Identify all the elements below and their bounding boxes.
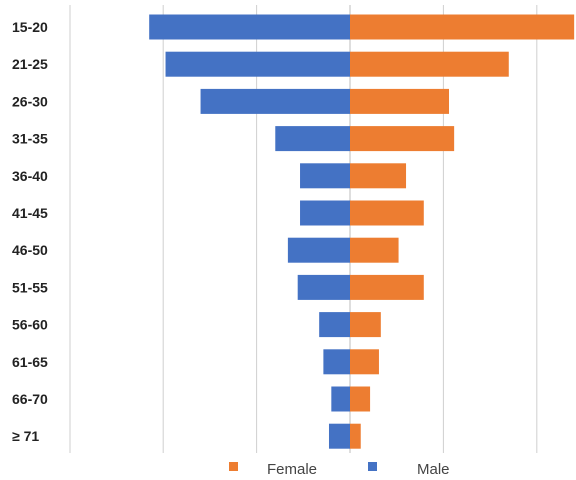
bar-female <box>350 200 424 226</box>
bar-male <box>323 349 350 375</box>
legend-swatch-female <box>229 462 238 471</box>
category-label: 21-25 <box>12 56 48 72</box>
category-label: 66-70 <box>12 391 48 407</box>
bar-female <box>350 88 450 114</box>
legend: Female Male <box>229 461 450 478</box>
bar-male <box>300 163 350 189</box>
bar-male <box>200 88 350 114</box>
bar-female <box>350 237 399 263</box>
bar-male <box>328 423 350 449</box>
category-label: 51-55 <box>12 279 48 295</box>
bar-female <box>350 163 407 189</box>
bar-female <box>350 423 361 449</box>
bars <box>149 14 575 449</box>
bar-male <box>300 200 350 226</box>
bar-male <box>297 274 350 300</box>
category-label: 56-60 <box>12 317 48 333</box>
category-labels: 15-20 21-25 26-30 31-35 36-40 41-45 46-50 51-55… <box>12 19 48 444</box>
bar-male <box>165 51 350 77</box>
legend-label-female: Female <box>267 461 317 478</box>
bar-female <box>350 14 575 40</box>
category-label: 46-50 <box>12 242 48 258</box>
bar-female <box>350 274 424 300</box>
bar-male <box>287 237 350 263</box>
bar-female <box>350 126 455 152</box>
gridlines <box>69 5 538 453</box>
legend-swatch-male <box>368 462 377 471</box>
bar-male <box>275 126 350 152</box>
legend-label-male: Male <box>417 461 450 478</box>
category-label: 15-20 <box>12 19 48 35</box>
category-label: 26-30 <box>12 93 48 109</box>
category-label: ≥ 71 <box>12 428 39 444</box>
bar-female <box>350 386 371 412</box>
category-label: 61-65 <box>12 354 48 370</box>
bar-female <box>350 51 509 77</box>
category-label: 41-45 <box>12 205 48 221</box>
bar-female <box>350 349 379 375</box>
bar-male <box>331 386 350 412</box>
category-label: 31-35 <box>12 131 48 147</box>
bar-male <box>149 14 350 40</box>
bar-male <box>319 312 350 338</box>
category-label: 36-40 <box>12 168 48 184</box>
bar-female <box>350 312 381 338</box>
